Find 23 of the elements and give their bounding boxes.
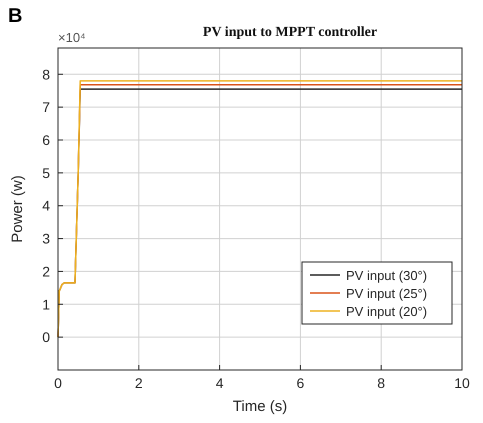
x-axis-title: Time (s) (232, 398, 288, 415)
y-tick-label: 6 (42, 132, 50, 148)
y-tick-label: 8 (42, 66, 50, 82)
x-tick-label: 10 (454, 375, 470, 391)
y-tick-label: 1 (42, 296, 50, 312)
x-tick-label: 4 (216, 375, 224, 391)
text: B (8, 5, 22, 27)
chart-title: PV input to MPPT controller (202, 25, 378, 40)
y-tick-label: 0 (42, 329, 50, 346)
y-tick-label: 2 (42, 263, 50, 280)
x-tick-label: 2 (134, 375, 143, 391)
y-tick-label: 3 (42, 230, 50, 247)
text: ×10⁴ (58, 30, 86, 45)
x-tick-label: 6 (296, 375, 304, 391)
legend-label: PV input (30°) (346, 268, 428, 283)
legend-label: PV input (25°) (346, 286, 428, 301)
y-tick-label: 7 (42, 99, 50, 116)
x-tick-label: 0 (54, 375, 62, 391)
y-axis-title: Power (w) (9, 175, 26, 243)
y-tick-label: 5 (42, 164, 50, 181)
legend-label: PV input (20°) (346, 304, 428, 319)
y-tick-label: 4 (42, 198, 50, 214)
x-tick-label: 8 (377, 375, 386, 391)
